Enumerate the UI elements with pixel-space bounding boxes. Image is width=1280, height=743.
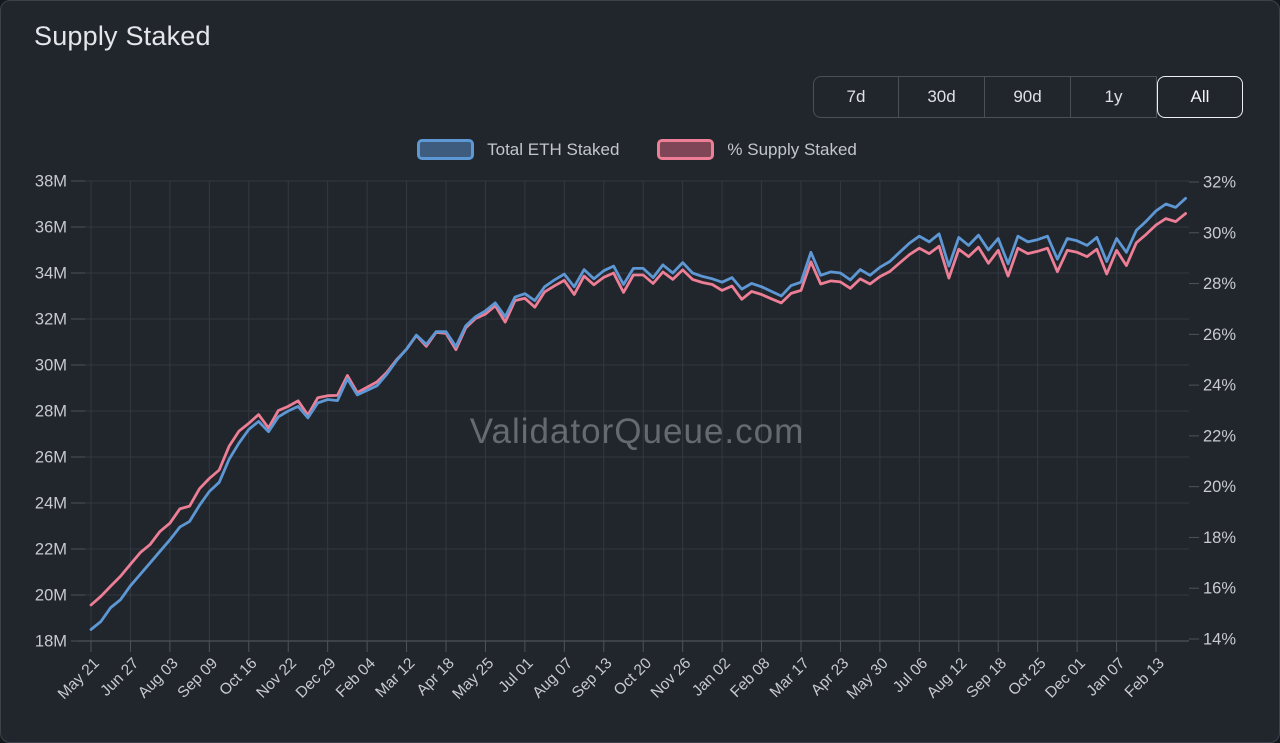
range-button-90d[interactable]: 90d — [985, 76, 1071, 118]
y-axis-left-label: 20M — [35, 587, 67, 605]
range-button-7d[interactable]: 7d — [813, 76, 899, 118]
x-axis-label: Feb 04 — [333, 655, 379, 701]
x-axis-label: Oct 16 — [216, 655, 260, 699]
x-axis-label: May 30 — [844, 655, 892, 703]
y-axis-left-label: 22M — [35, 541, 67, 559]
legend-item-supply-staked-pct[interactable]: % Supply Staked — [657, 139, 857, 160]
x-axis-label: Dec 29 — [293, 655, 340, 702]
x-axis-label: Dec 01 — [1042, 655, 1089, 702]
x-axis-label: Nov 22 — [253, 655, 300, 702]
time-range-selector: 7d 30d 90d 1y All — [813, 76, 1243, 118]
y-axis-left-label: 26M — [35, 449, 67, 467]
range-button-30d[interactable]: 30d — [899, 76, 985, 118]
y-axis-right-label: 28% — [1203, 275, 1236, 293]
y-axis-right-label: 18% — [1203, 529, 1236, 547]
x-axis-label: Sep 18 — [963, 655, 1010, 702]
x-axis-label: Nov 26 — [648, 655, 695, 702]
x-axis-label: Jan 07 — [1083, 655, 1128, 700]
y-axis-left-label: 34M — [35, 265, 67, 283]
x-axis-label: Aug 03 — [135, 655, 182, 702]
x-axis-label: Oct 20 — [611, 655, 656, 700]
legend-item-total-eth-staked[interactable]: Total ETH Staked — [417, 139, 619, 160]
y-axis-left-label: 38M — [35, 173, 67, 191]
x-axis-label: Jan 02 — [689, 655, 734, 700]
supply-staked-pct-line — [89, 212, 1187, 607]
y-axis-left-label: 36M — [35, 219, 67, 237]
x-axis-label: Jun 27 — [97, 655, 142, 700]
x-axis-label: May 21 — [55, 655, 103, 703]
y-axis-right-label: 24% — [1203, 377, 1236, 395]
y-axis-right-label: 22% — [1203, 427, 1236, 445]
chart-legend: Total ETH Staked % Supply Staked — [85, 139, 1189, 160]
x-axis-label: Mar 17 — [767, 655, 813, 701]
x-axis-label: Aug 12 — [924, 655, 971, 702]
x-axis-label: Oct 25 — [1005, 655, 1049, 699]
y-axis-right-label: 14% — [1203, 631, 1236, 649]
total-eth-staked-swatch — [417, 139, 475, 160]
x-axis-label: May 25 — [449, 655, 497, 703]
y-axis-left-label: 30M — [35, 357, 67, 375]
x-axis-label: Sep 09 — [174, 655, 221, 702]
legend-label: % Supply Staked — [727, 139, 857, 159]
x-axis-label: Aug 07 — [529, 655, 576, 702]
y-axis-right-label: 16% — [1203, 580, 1236, 598]
y-axis-left-label: 24M — [35, 495, 67, 513]
y-axis-left-label: 28M — [35, 403, 67, 421]
y-axis-right-label: 30% — [1203, 224, 1236, 242]
x-axis-label: Feb 13 — [1122, 655, 1168, 701]
total-eth-staked-line — [89, 196, 1187, 631]
range-button-1y[interactable]: 1y — [1071, 76, 1157, 118]
y-axis-right-label: 26% — [1203, 326, 1236, 344]
y-axis-left-label: 18M — [35, 633, 67, 651]
y-axis-right-label: 20% — [1203, 478, 1236, 496]
page-title: Supply Staked — [34, 21, 211, 51]
supply-staked-pct-swatch — [657, 139, 715, 160]
x-axis-label: Mar 12 — [372, 655, 418, 701]
legend-label: Total ETH Staked — [487, 139, 620, 159]
watermark: ValidatorQueue.com — [470, 412, 804, 451]
y-axis-right-label: 32% — [1203, 174, 1236, 192]
x-axis-label: Sep 13 — [569, 655, 616, 702]
y-axis-left-label: 32M — [35, 311, 67, 329]
x-axis-label: Feb 08 — [727, 655, 773, 701]
range-button-all[interactable]: All — [1157, 76, 1243, 118]
